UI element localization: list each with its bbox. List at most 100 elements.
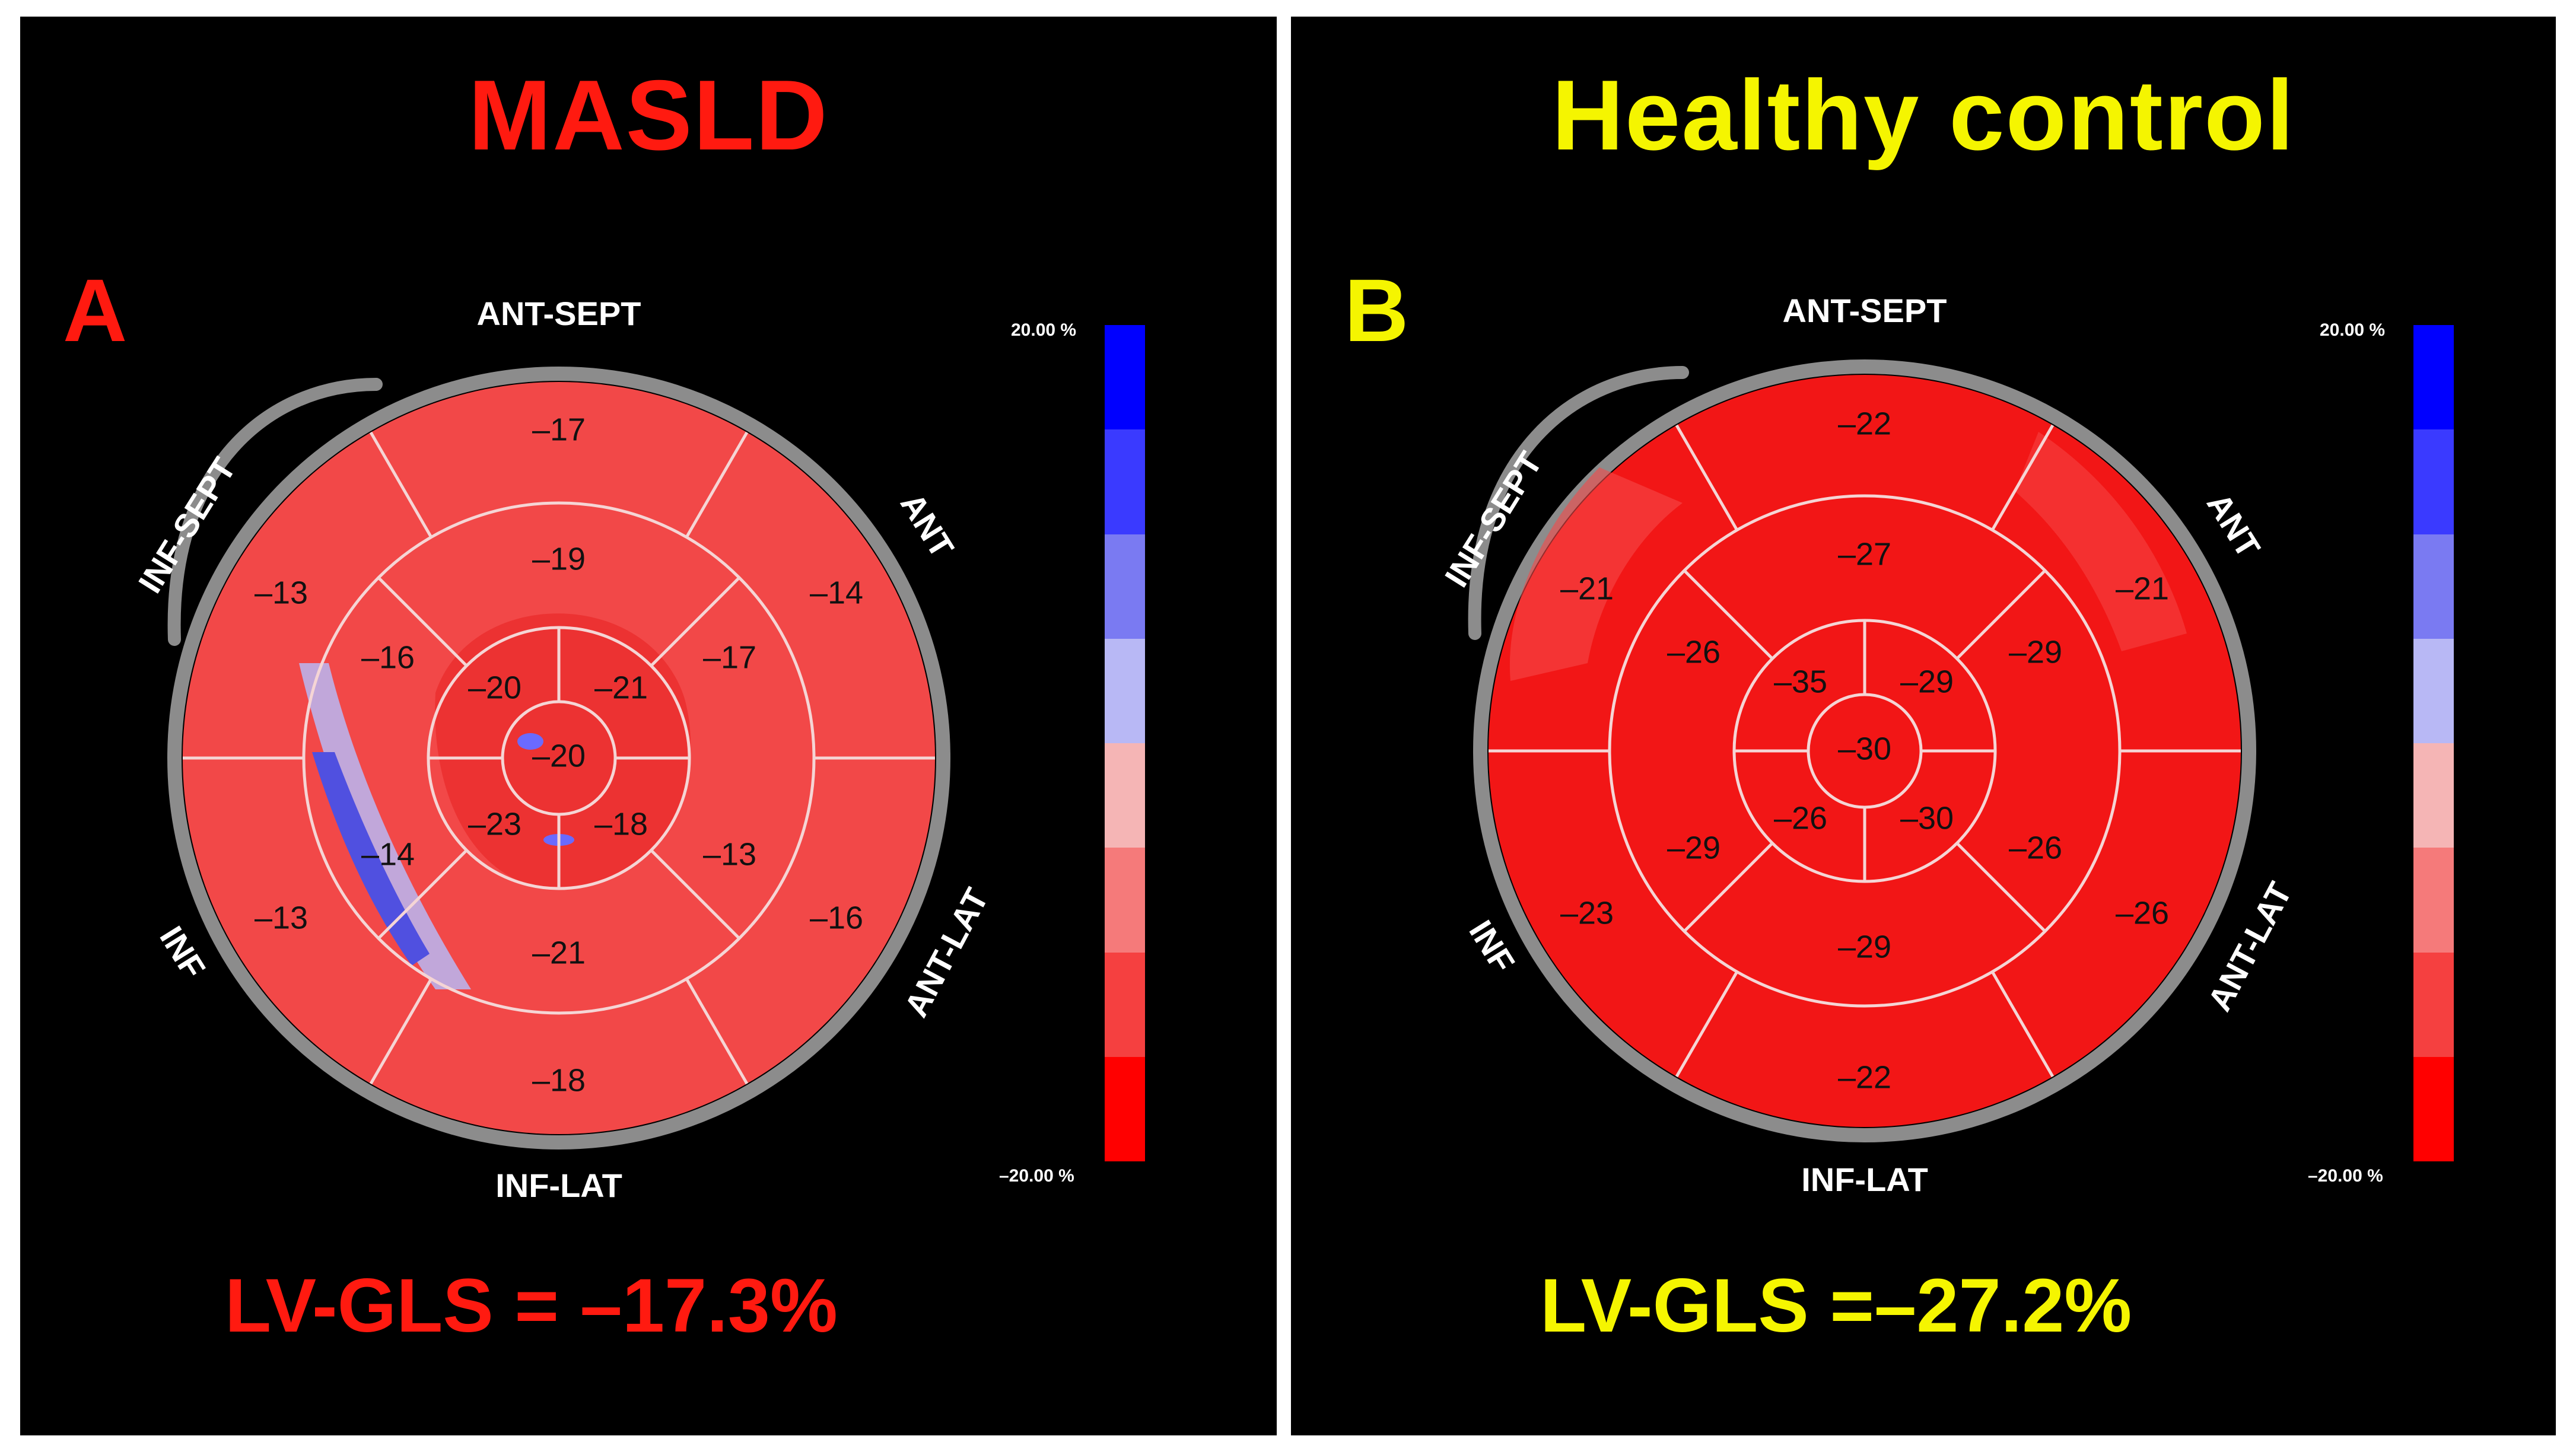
scale-band-5 (2413, 848, 2454, 953)
segment-mid-ant-lat: –26 (2009, 830, 2062, 865)
segment-mid-inf: –14 (361, 836, 415, 872)
bullseye-plot: –22 –21 –26 –22 –23 –21 –27 –29 –26 –29 … (1438, 292, 2299, 1198)
mid-divider-3 (1683, 842, 1774, 932)
mid-divider-4 (1683, 569, 1774, 660)
segment-basal-ant-lat: –26 (2116, 895, 2169, 931)
segment-apical-lat: –18 (594, 806, 648, 842)
segment-apical-sept: –20 (468, 670, 521, 705)
segment-basal-inf-lat: –22 (1838, 1059, 1891, 1095)
basal-divider-ant-sept-ant (1990, 424, 2055, 531)
septal-akinesis-zone (312, 752, 430, 966)
inf-sept-arc (167, 378, 383, 646)
scale-band-4 (1105, 743, 1145, 848)
scale-bottom-label: –20.00 % (999, 1166, 1074, 1186)
lighter-ant-zone (2015, 432, 2187, 651)
segment-basal-ant-lat: –16 (810, 900, 863, 935)
scale-band-6 (1105, 952, 1145, 1057)
segment-basal-inf-lat: –18 (532, 1062, 586, 1098)
segment-apex: –20 (532, 738, 586, 773)
outer-ring (1473, 359, 2256, 1142)
segment-mid-inf-sept: –26 (1667, 634, 1720, 670)
lv-gls-value: LV-GLS = –17.3% (225, 1263, 838, 1348)
strain-color-scale (1105, 325, 1145, 1161)
panel-healthy-control: Healthy control B –22 –2 (1291, 17, 2556, 1435)
basal-divider-anterolat-inflat (685, 977, 749, 1085)
scale-top-label: 20.00 % (2320, 320, 2386, 340)
segment-mid-ant-sept: –27 (1838, 536, 1891, 572)
mid-divider-1 (1955, 569, 2046, 660)
segment-mid-inf-lat: –29 (1838, 929, 1891, 964)
segment-apical-inf: –26 (1774, 800, 1827, 836)
segment-mid-inf-lat: –21 (532, 935, 586, 970)
segment-basal-ant: –21 (2116, 571, 2169, 606)
segment-basal-inf-sept: –21 (1560, 571, 1614, 606)
panel-masld: MASLD A –17 (20, 17, 1277, 1435)
region-label-ant-sept: ANT-SEPT (1783, 292, 1947, 329)
scale-band-7 (2413, 1056, 2454, 1161)
segment-mid-ant-sept: –19 (532, 541, 586, 577)
segment-basal-ant: –14 (810, 575, 863, 610)
basal-divider-inflat-inf (1675, 970, 1739, 1078)
scale-band-6 (2413, 952, 2454, 1057)
segment-mid-inf: –29 (1667, 830, 1720, 865)
segment-lines (1489, 424, 2241, 1078)
scale-top-label: 20.00 % (1011, 320, 1077, 340)
scale-band-0 (2413, 325, 2454, 430)
scale-band-2 (2413, 534, 2454, 639)
segment-apex: –30 (1838, 731, 1891, 766)
strain-color-scale (2413, 325, 2454, 1161)
panel-title: Healthy control (1551, 59, 2295, 171)
segment-apical-sept: –35 (1774, 664, 1827, 699)
region-label-inf: INF (152, 920, 212, 985)
scale-bottom-label: –20.00 % (2308, 1166, 2383, 1186)
lighter-inf-sept-zone (1509, 467, 1683, 681)
scale-band-1 (1105, 429, 1145, 534)
inf-sept-arc (1468, 366, 1689, 640)
segment-basal-ant-sept: –17 (532, 412, 586, 447)
segment-mid-ant-lat: –13 (703, 836, 756, 872)
outer-ring (167, 367, 950, 1150)
segment-basal-inf-sept: –13 (255, 575, 308, 610)
segment-basal-ant-sept: –22 (1838, 406, 1891, 441)
basal-divider-ant-sept-ant (685, 431, 749, 539)
apex-blue-spot (517, 733, 543, 750)
segment-lines (183, 431, 935, 1085)
bullseye-plot: –17 –14 –16 –18 –13 –13 –19 –17 –13 –21 … (131, 295, 996, 1204)
region-label-ant-sept: ANT-SEPT (477, 295, 641, 332)
scale-band-3 (2413, 638, 2454, 743)
mid-divider-2 (650, 849, 740, 940)
scale-band-4 (2413, 743, 2454, 848)
segment-apical-ant: –29 (1900, 664, 1954, 699)
mid-divider-3 (377, 849, 468, 940)
region-label-inf-lat: INF-LAT (1801, 1161, 1928, 1198)
basal-divider-inflat-inf (369, 977, 433, 1085)
region-label-inf: INF (1462, 914, 1522, 979)
segment-apical-ant: –21 (594, 670, 648, 705)
segment-apical-inf: –23 (468, 806, 521, 842)
scale-band-1 (2413, 429, 2454, 534)
segment-apical-lat: –30 (1900, 800, 1954, 836)
inner-red-zone (435, 613, 691, 889)
segment-basal-inf: –13 (255, 900, 308, 935)
panel-letter: B (1344, 260, 1409, 360)
bullseye-fill (1489, 375, 2241, 1127)
basal-divider-anterolat-inflat (1990, 970, 2055, 1078)
mid-divider-2 (1955, 842, 2046, 932)
region-label-inf-lat: INF-LAT (495, 1167, 622, 1204)
basal-divider-infsept-antsept (1675, 424, 1739, 531)
basal-divider-infsept-antsept (369, 431, 433, 539)
scale-band-3 (1105, 638, 1145, 743)
scale-band-7 (1105, 1056, 1145, 1161)
region-label-ant: ANT (2200, 486, 2267, 564)
scale-band-0 (1105, 325, 1145, 430)
segment-mid-inf-sept: –16 (361, 639, 415, 675)
mid-divider-4 (377, 577, 468, 667)
panel-title: MASLD (468, 59, 829, 171)
segment-mid-ant: –17 (703, 639, 756, 675)
scale-band-2 (1105, 534, 1145, 639)
panel-letter: A (63, 260, 128, 360)
lv-gls-value: LV-GLS =–27.2% (1540, 1263, 2132, 1348)
mid-divider-1 (650, 577, 740, 667)
segment-basal-inf: –23 (1560, 895, 1614, 931)
septal-hypokinesis-zone (299, 663, 471, 989)
